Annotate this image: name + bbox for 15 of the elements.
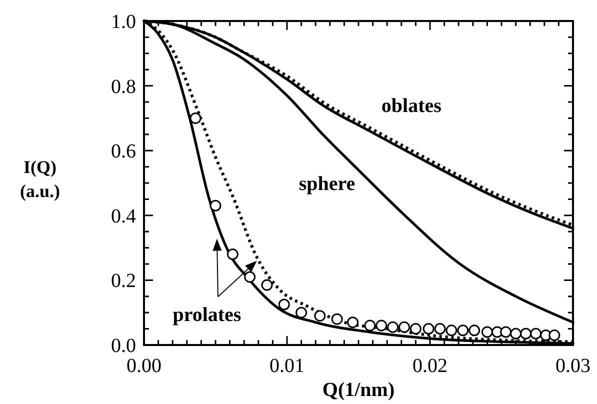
annotation: sphere — [298, 173, 356, 195]
y-tick-label: 0.2 — [111, 270, 136, 292]
annotation: prolates — [172, 304, 242, 326]
y-axis-title: I(Q) (a.u.) — [20, 157, 60, 201]
x-tick-label: 0.02 — [412, 355, 448, 377]
y-tick-label: 0.4 — [111, 205, 136, 228]
x-tick-label: 0.01 — [270, 355, 304, 377]
annotation: oblates — [381, 95, 442, 118]
y-tick-label: 0.6 — [111, 140, 136, 163]
y-tick-label: 0.0 — [111, 335, 136, 357]
x-tick-label: 0.00 — [126, 355, 162, 377]
y-tick-label: 0.8 — [111, 76, 136, 98]
x-axis-title: Q(1/nm) — [322, 379, 395, 401]
x-tick-label: 0.03 — [556, 355, 590, 377]
y-tick-label: 1.0 — [111, 11, 136, 33]
